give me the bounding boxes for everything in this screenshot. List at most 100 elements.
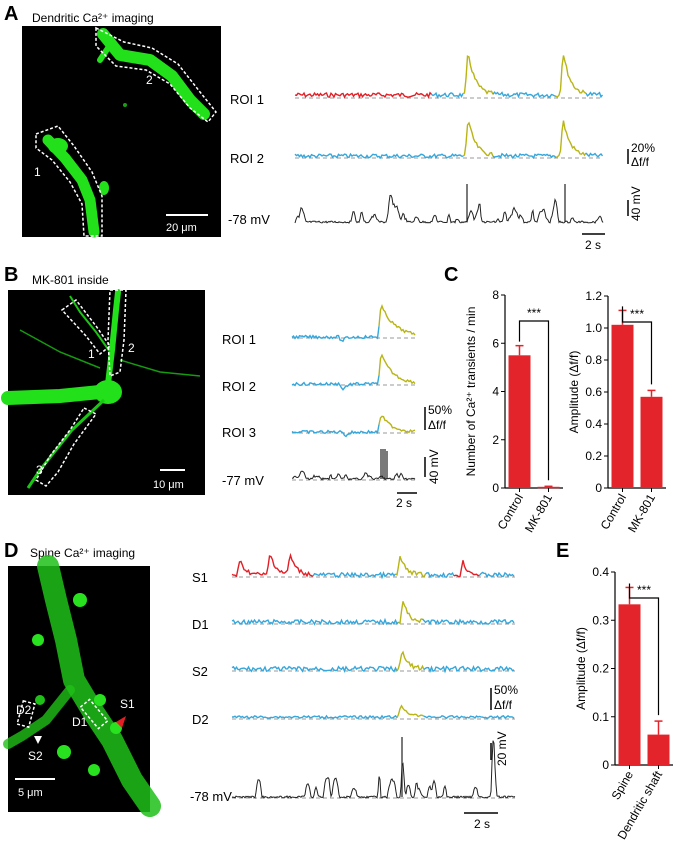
bar — [508, 355, 531, 488]
y-tick-label: 0.4 — [592, 565, 609, 579]
panel-b-roi-outlines — [34, 289, 127, 487]
panel-d-amp-scale: 50% — [494, 683, 518, 697]
trace-segment — [462, 55, 494, 95]
chart-amplitude-mk801: 0 0.2 0.4 0.6 0.8 1.0 1.2 Amplitude (Δf/f) Contr… — [567, 289, 666, 535]
trace-segment — [291, 326, 380, 343]
panel-a-volt-scale: 40 mV — [629, 186, 643, 221]
significance-label: *** — [527, 306, 541, 320]
panel-a-trace-label-roi1: ROI 1 — [230, 92, 264, 107]
x-tick-label: Control — [598, 492, 629, 533]
panel-a-label: A — [4, 3, 18, 25]
trace-segment — [231, 552, 314, 578]
panel-b-trace-label-roi3: ROI 3 — [222, 425, 256, 440]
panel-b: B MK-801 inside 1 2 3 10 μm ROI 1 ROI 2 … — [1, 264, 452, 510]
y-tick-label: 6 — [492, 336, 499, 350]
panel-d-volt-scale: 20 mV — [495, 731, 509, 766]
y-axis-label: Amplitude (Δf/f) — [567, 351, 581, 434]
trace-segment — [398, 601, 423, 625]
y-tick-label: 1.2 — [585, 289, 602, 303]
panel-a-scale-bar: 20 μm — [166, 222, 197, 234]
panel-b-volt-scale: 40 mV — [427, 449, 441, 484]
panel-d: D Spine Ca²⁺ imaging D2 D1 S1 S2 5 μm S1… — [3, 540, 518, 831]
panel-d-roi-label-s2: S2 — [28, 749, 43, 763]
panel-a-amp-scale: 20% — [631, 141, 655, 155]
trace-a-vm — [294, 184, 604, 224]
trace-segment — [492, 91, 557, 99]
significance-bracket — [518, 320, 550, 481]
trace-d-s2 — [231, 650, 515, 674]
panel-b-roi-number-2: 2 — [128, 341, 135, 355]
panel-d-dendrite — [3, 555, 161, 817]
y-tick-label: 2 — [492, 433, 499, 447]
significance-bracket — [621, 306, 653, 385]
trace-segment — [396, 650, 425, 672]
panel-b-amp-unit: Δf/f — [428, 418, 447, 432]
trace-segment — [395, 555, 427, 578]
bar — [647, 734, 670, 765]
y-tick-label: 0.1 — [592, 710, 609, 724]
spine-s2-arrow-icon — [34, 736, 42, 744]
bar — [640, 396, 663, 488]
vm-trace-line — [294, 194, 604, 224]
spine-s1-arrow-icon — [116, 716, 126, 728]
panel-b-image-title: MK-801 inside — [32, 273, 109, 287]
panel-a-neuron — [42, 28, 210, 238]
trace-b-roi1 — [291, 304, 416, 343]
panel-a-roi-number-1: 1 — [34, 165, 41, 179]
significance-label: *** — [630, 307, 644, 321]
y-tick-label: 0 — [595, 481, 602, 495]
y-tick-label: 0.3 — [592, 613, 609, 627]
panel-d-roi-outlines — [16, 698, 109, 730]
panel-b-roi-number-3: 3 — [36, 463, 43, 477]
panel-b-time-scale: 2 s — [396, 496, 412, 510]
trace-segment — [585, 152, 604, 158]
trace-a-roi1 — [294, 55, 604, 99]
panel-a-trace-label-vm: -78 mV — [228, 212, 270, 227]
trace-segment — [555, 55, 587, 98]
panel-b-trace-label-roi2: ROI 2 — [222, 379, 256, 394]
trace-segment — [492, 152, 557, 160]
panel-b-trace-label-vm: -77 mV — [222, 473, 264, 488]
trace-segment — [378, 304, 416, 336]
panel-b-scale-bar: 10 μm — [153, 479, 184, 491]
trace-segment — [291, 375, 380, 391]
panel-a-roi-outlines — [35, 26, 217, 237]
y-axis-label: Amplitude (Δf/f) — [574, 627, 588, 710]
trace-segment — [478, 571, 515, 578]
trace-segment — [294, 91, 433, 99]
trace-d-d2 — [232, 704, 515, 720]
panel-d-trace-label-s1: S1 — [192, 570, 208, 585]
y-tick-label: 0 — [602, 758, 609, 772]
trace-segment — [462, 121, 494, 157]
trace-segment — [453, 560, 480, 578]
trace-segment — [291, 424, 380, 438]
trace-d-vm — [231, 737, 516, 800]
panel-a-time-scale: 2 s — [585, 238, 601, 252]
y-tick-label: 0.6 — [585, 385, 602, 399]
panel-d-image-title: Spine Ca²⁺ imaging — [30, 546, 135, 560]
y-tick-label: 0.2 — [592, 662, 609, 676]
y-tick-label: 4 — [492, 385, 499, 399]
trace-segment — [423, 714, 515, 720]
x-tick-label: Control — [495, 492, 526, 533]
panel-a: A Dendritic Ca²⁺ imaging 1 2 20 μm ROI 1… — [4, 3, 655, 252]
bar — [618, 604, 641, 765]
panel-d-scale-bar: 5 μm — [18, 787, 43, 799]
panel-d-label: D — [4, 540, 18, 562]
trace-segment — [421, 618, 515, 626]
trace-d-s1 — [231, 552, 515, 580]
y-tick-label: 0.2 — [585, 449, 602, 463]
chart-transient-rate: 0 2 4 6 8 Number of Ca²⁺ transients / min Cont… — [464, 288, 563, 535]
y-tick-label: 0.8 — [585, 353, 602, 367]
significance-label: *** — [637, 583, 651, 597]
trace-segment — [425, 571, 455, 579]
panel-d-roi-label-d2: D2 — [16, 703, 32, 717]
panel-b-roi-number-1: 1 — [88, 347, 95, 361]
trace-b-vm — [291, 449, 416, 481]
panel-a-amp-unit: Δf/f — [631, 155, 650, 169]
y-tick-label: 1.0 — [585, 321, 602, 335]
panel-b-label: B — [4, 264, 18, 286]
significance-bracket — [628, 583, 660, 716]
